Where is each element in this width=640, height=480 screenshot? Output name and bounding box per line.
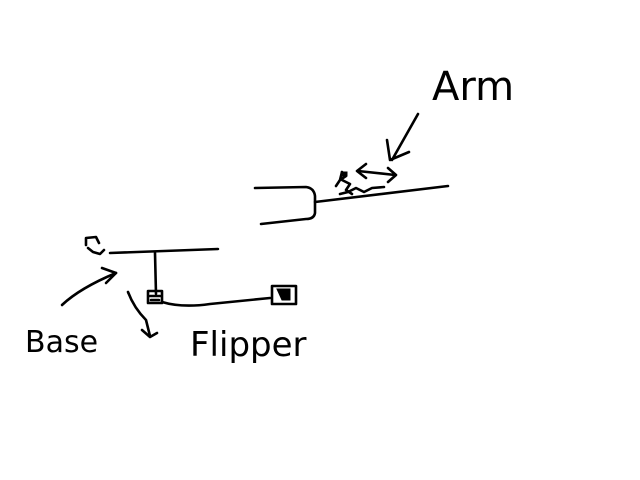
arm-beam	[313, 184, 450, 204]
arm-pointer-arrow	[385, 112, 420, 162]
arm-gripper-icon	[334, 170, 386, 196]
base-bracket	[84, 235, 106, 256]
base-pointer-arrow	[60, 266, 118, 307]
arm-bracket	[253, 185, 317, 226]
base-top-beam	[108, 247, 220, 255]
base-label: Base	[25, 325, 98, 360]
double-arrow-icon	[355, 162, 398, 184]
rotation-arrow-icon	[126, 290, 159, 339]
flipper-label: Flipper	[190, 325, 307, 365]
flipper-beam	[160, 296, 272, 307]
arm-assembly	[253, 112, 450, 226]
arm-label: Arm	[432, 64, 514, 110]
flipper-pivot-icon	[146, 289, 164, 305]
base-vertical-post	[153, 251, 158, 296]
flipper-end-icon	[270, 284, 298, 306]
base-assembly	[60, 235, 298, 339]
